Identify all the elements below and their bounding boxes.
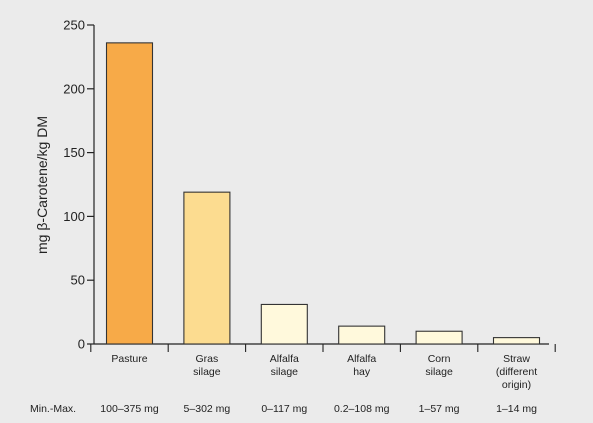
y-tick-label: 150	[63, 145, 85, 160]
bar	[260, 303, 308, 345]
bars	[105, 42, 541, 345]
bar	[183, 191, 231, 345]
range-labels: 100–375 mg 5–302 mg 0–117 mg 0.2–108 mg 1–57…	[100, 403, 537, 415]
range-row-label: Min.-Max.	[30, 403, 76, 415]
bar	[105, 42, 154, 345]
range-label: 100–375 mg	[100, 403, 159, 415]
y-tick-label: 200	[63, 81, 85, 96]
range-label: 1–57 mg	[419, 403, 460, 415]
bar	[338, 325, 386, 345]
category-label: Gras silage	[193, 353, 221, 378]
y-tick-label: 50	[71, 273, 85, 288]
category-labels: Pasture Gras silage Alfalfa silage Alfalfa hay…	[111, 353, 537, 391]
range-label: 5–302 mg	[184, 403, 231, 415]
y-axis-label: mg β-Carotene/kg DM	[34, 116, 50, 254]
y-tick-label: 250	[63, 18, 85, 33]
y-tick-label: 0	[78, 337, 85, 352]
category-label: Alfalfa silage	[270, 353, 299, 378]
range-label: 0–117 mg	[261, 403, 307, 415]
category-label: Corn silage	[425, 353, 453, 378]
category-label: Alfalfa hay	[347, 353, 376, 378]
bar	[492, 337, 541, 345]
y-tick-label: 100	[63, 209, 85, 224]
bar	[415, 330, 463, 345]
category-label: Straw (different origin)	[496, 353, 537, 391]
y-axis-ticks: 0 50 100 150 200 250	[63, 18, 94, 352]
range-label: 1–14 mg	[496, 403, 537, 415]
category-label: Pasture	[111, 353, 147, 365]
x-axis-ticks	[90, 344, 556, 352]
range-label: 0.2–108 mg	[334, 403, 390, 415]
